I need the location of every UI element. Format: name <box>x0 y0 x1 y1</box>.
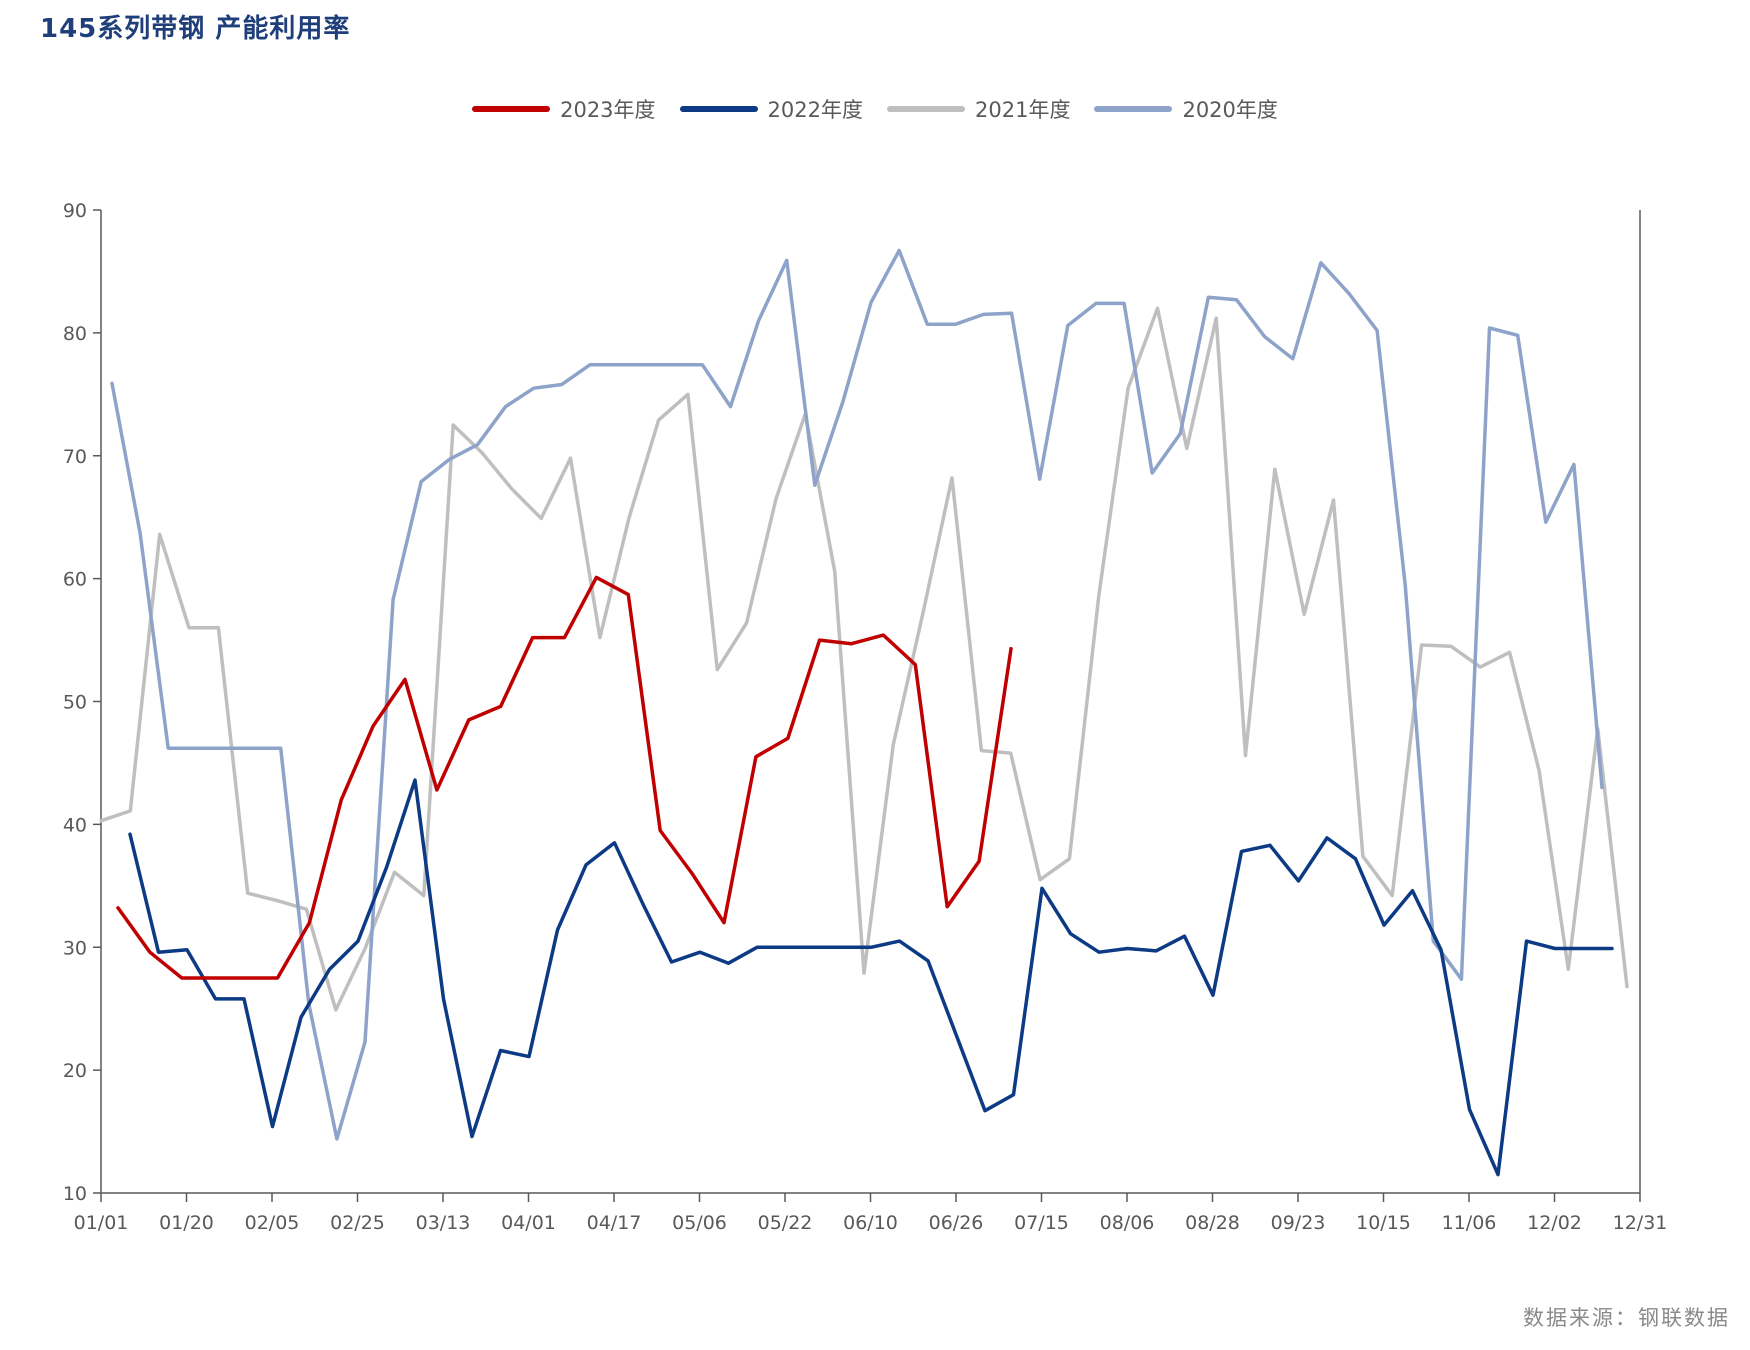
x-tick-label: 12/02 <box>1527 1212 1582 1234</box>
series-line-2021年度 <box>99 306 1629 1012</box>
legend-item-2020[interactable]: 2020年度 <box>1094 94 1278 124</box>
legend-label-2023: 2023年度 <box>560 98 656 122</box>
x-tick-label: 01/01 <box>74 1212 129 1234</box>
x-tick-label: 09/23 <box>1271 1212 1326 1234</box>
x-tick-label: 07/15 <box>1014 1212 1069 1234</box>
legend-item-2022[interactable]: 2022年度 <box>679 94 863 124</box>
legend-label-2020: 2020年度 <box>1182 98 1278 122</box>
x-tick-label: 02/05 <box>245 1212 300 1234</box>
y-tick-label: 10 <box>63 1183 87 1205</box>
legend-item-2023[interactable]: 2023年度 <box>472 94 656 124</box>
y-tick-label: 50 <box>63 692 87 714</box>
x-tick-label: 06/26 <box>929 1212 984 1234</box>
legend-item-2021[interactable]: 2021年度 <box>887 94 1070 124</box>
y-tick-label: 20 <box>63 1060 87 1082</box>
series-lines <box>99 248 1629 1177</box>
x-tick-label: 08/28 <box>1185 1212 1240 1234</box>
legend-swatch-2021 <box>887 106 965 112</box>
x-tick-label: 04/01 <box>501 1212 556 1234</box>
y-tick-label: 70 <box>63 446 87 468</box>
legend-label-2021: 2021年度 <box>975 98 1071 122</box>
data-source-note: 数据来源：钢联数据 <box>1523 1306 1730 1330</box>
y-tick-label: 80 <box>63 323 87 345</box>
x-tick-label: 05/22 <box>758 1212 813 1234</box>
axes: 10 20 30 40 50 60 70 80 90 01/01 01/20 02/05 02/25 03… <box>63 200 1668 1234</box>
x-tick-label: 05/06 <box>672 1212 727 1234</box>
series-line-2022年度 <box>128 778 1614 1177</box>
series-line-2023年度 <box>116 575 1013 980</box>
x-tick-label: 01/20 <box>159 1212 214 1234</box>
series-line-2020年度 <box>110 248 1604 1141</box>
x-tick-label: 03/13 <box>416 1212 471 1234</box>
legend-label-2022: 2022年度 <box>767 98 863 122</box>
y-tick-label: 90 <box>63 200 87 222</box>
y-tick-label: 60 <box>63 569 87 591</box>
legend-swatch-2020 <box>1094 106 1173 112</box>
x-tick-label: 04/17 <box>587 1212 642 1234</box>
x-tick-label: 12/31 <box>1613 1212 1668 1234</box>
x-tick-label: 06/10 <box>843 1212 898 1234</box>
legend-swatch-2023 <box>472 106 551 112</box>
legend-swatch-2022 <box>679 106 758 112</box>
x-tick-label: 02/25 <box>330 1212 385 1234</box>
x-tick-label: 10/15 <box>1356 1212 1411 1234</box>
chart-title: 145系列带钢 产能利用率 <box>40 14 351 44</box>
y-tick-label: 30 <box>63 937 87 959</box>
legend: 2023年度 2022年度 2021年度 2020年度 <box>0 94 1750 124</box>
y-tick-label: 40 <box>63 814 87 836</box>
x-tick-label: 08/06 <box>1100 1212 1155 1234</box>
x-tick-label: 11/06 <box>1442 1212 1497 1234</box>
